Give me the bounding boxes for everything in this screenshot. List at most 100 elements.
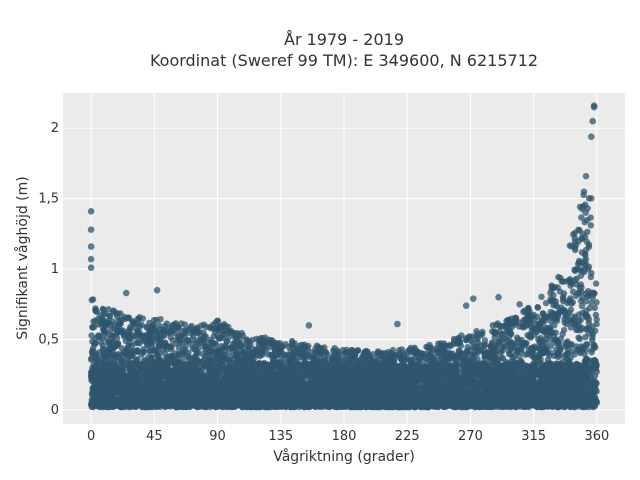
data-point — [512, 340, 519, 347]
data-point — [567, 316, 574, 324]
data-point — [223, 338, 230, 345]
data-point — [547, 308, 554, 316]
data-point — [234, 330, 241, 338]
data-point — [312, 349, 319, 356]
data-point — [571, 267, 579, 275]
data-point — [582, 311, 589, 318]
data-point — [176, 339, 183, 346]
data-point — [501, 335, 509, 343]
data-point — [584, 341, 591, 348]
data-point — [535, 336, 542, 343]
data-point — [104, 339, 112, 346]
data-point — [592, 280, 600, 287]
data-point — [491, 334, 498, 341]
data-point — [187, 324, 194, 331]
data-point — [566, 278, 574, 285]
data-point — [509, 354, 516, 361]
data-point — [365, 350, 372, 357]
data-point — [152, 327, 159, 334]
data-point — [557, 274, 564, 282]
data-point — [209, 321, 217, 329]
data-point — [89, 296, 97, 303]
data-point — [499, 354, 507, 362]
data-point — [491, 342, 499, 350]
data-point — [575, 346, 582, 354]
data-point — [194, 324, 201, 331]
data-point — [259, 346, 266, 353]
data-point — [495, 338, 502, 346]
data-point — [136, 323, 144, 330]
data-point — [516, 319, 523, 326]
data-point — [578, 214, 585, 221]
data-point — [411, 346, 418, 353]
data-point — [566, 242, 573, 249]
data-point — [561, 353, 568, 360]
data-point — [166, 353, 173, 360]
data-point — [254, 351, 262, 359]
data-point — [455, 334, 463, 342]
data-point — [398, 346, 406, 353]
data-point — [435, 352, 442, 360]
data-point — [435, 348, 442, 355]
data-point — [523, 322, 531, 329]
data-point — [148, 327, 155, 334]
data-point — [547, 342, 555, 349]
data-point — [167, 343, 174, 351]
data-point — [583, 238, 591, 246]
data-point — [559, 330, 566, 338]
data-point — [206, 348, 213, 355]
data-point — [409, 356, 416, 363]
data-point — [518, 339, 525, 346]
data-point — [99, 305, 107, 313]
data-point — [92, 355, 100, 362]
data-point — [554, 353, 562, 361]
data-point — [218, 345, 225, 353]
data-point — [120, 331, 127, 338]
data-point — [128, 325, 135, 332]
data-point — [548, 286, 555, 293]
data-point — [176, 326, 183, 333]
data-point — [430, 355, 437, 362]
data-point — [298, 341, 306, 349]
data-point — [542, 299, 550, 307]
data-point — [310, 353, 317, 361]
data-point — [126, 334, 133, 341]
data-point — [135, 331, 142, 338]
data-point — [140, 333, 148, 340]
data-point — [558, 304, 565, 311]
data-point — [136, 314, 143, 321]
data-point — [552, 298, 559, 305]
data-point — [549, 329, 556, 336]
data-point — [89, 323, 96, 331]
data-point — [501, 330, 509, 337]
data-point — [419, 352, 427, 360]
data-point — [525, 347, 533, 354]
data-point — [578, 302, 586, 310]
data-point — [572, 246, 579, 254]
data-point — [567, 295, 574, 302]
data-point — [100, 326, 107, 334]
data-point — [214, 332, 221, 339]
data-point — [441, 353, 448, 360]
data-point — [463, 350, 470, 357]
data-point — [581, 219, 588, 226]
data-point — [301, 353, 309, 361]
data-point — [227, 327, 235, 335]
data-point — [194, 350, 201, 357]
data-point — [584, 325, 591, 332]
data-point — [110, 333, 117, 340]
data-point — [199, 350, 206, 357]
data-point — [104, 320, 112, 328]
data-point — [115, 328, 122, 335]
data-point — [148, 340, 155, 347]
data-point — [574, 260, 582, 268]
data-point — [564, 299, 571, 307]
data-point — [202, 343, 209, 350]
data-point — [538, 293, 545, 300]
data-point — [439, 358, 446, 365]
data-point — [569, 348, 576, 355]
data-point — [478, 342, 485, 349]
data-point — [589, 334, 596, 341]
data-points — [87, 102, 600, 411]
